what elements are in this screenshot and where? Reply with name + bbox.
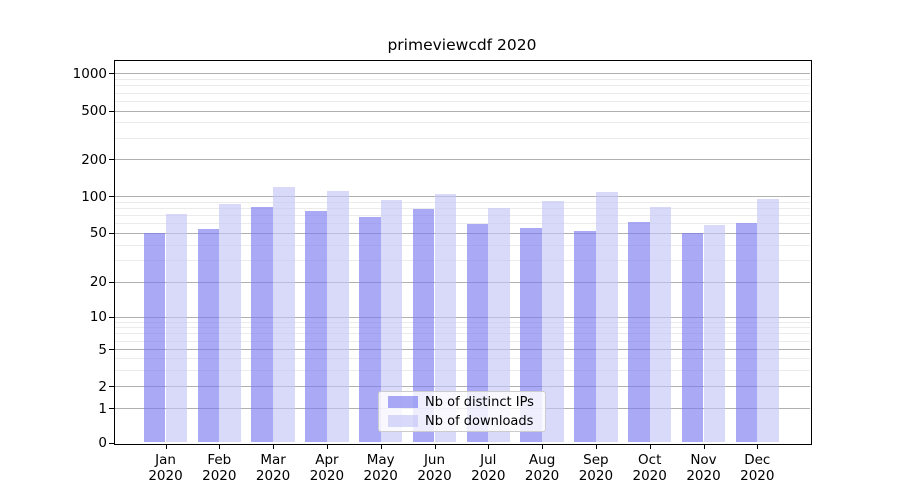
x-tick-label: Dec 2020	[740, 451, 775, 485]
bar-distinct-ips-sep	[574, 230, 596, 443]
y-tick	[109, 159, 114, 160]
x-tick	[326, 443, 328, 449]
y-major-gridline	[114, 196, 810, 197]
legend-swatch-distinct-ips	[388, 396, 418, 408]
y-tick-label: 100	[81, 188, 107, 205]
x-tick	[273, 443, 275, 449]
bar-downloads-mar	[273, 187, 295, 443]
y-tick	[109, 196, 114, 197]
y-tick	[109, 442, 114, 444]
y-tick	[109, 73, 114, 75]
bar-downloads-feb	[219, 203, 241, 443]
y-tick-label: 1	[98, 400, 107, 417]
bar-distinct-ips-jan	[143, 232, 166, 443]
legend-swatch-downloads	[388, 415, 418, 427]
x-tick-label: Oct 2020	[632, 451, 667, 485]
y-major-gridline	[114, 159, 810, 160]
y-tick-label: 200	[81, 151, 107, 168]
y-tick	[109, 316, 114, 318]
x-tick-label: Sep 2020	[578, 451, 614, 485]
bar-distinct-ips-aug	[520, 227, 543, 443]
x-tick-label: Aug 2020	[524, 451, 560, 485]
bar-downloads-apr	[326, 190, 349, 443]
x-tick-label: Mar 2020	[255, 451, 291, 485]
x-tick	[703, 443, 705, 449]
y-minor-gridline	[114, 122, 810, 124]
bar-distinct-ips-jun	[412, 209, 435, 443]
y-minor-gridline	[114, 78, 810, 80]
bar-distinct-ips-feb	[197, 228, 220, 443]
bar-distinct-ips-may	[359, 217, 381, 443]
x-tick-label: Nov 2020	[686, 451, 721, 485]
bar-downloads-jan	[165, 214, 188, 443]
bar-distinct-ips-mar	[251, 207, 274, 443]
x-tick-label: Jul 2020	[471, 451, 506, 485]
x-tick-label: Jan 2020	[148, 451, 183, 485]
legend-label-distinct-ips: Nb of distinct IPs	[425, 394, 534, 410]
x-tick	[595, 443, 597, 449]
y-tick-label: 5	[98, 341, 107, 358]
legend-entry-distinct-ips: Nb of distinct IPs	[388, 395, 545, 410]
bar-downloads-jul	[488, 207, 510, 443]
legend: Nb of distinct IPs Nb of downloads	[378, 391, 546, 432]
bar-downloads-nov	[703, 224, 726, 443]
y-tick-label: 10	[89, 309, 107, 326]
bar-downloads-may	[380, 200, 403, 443]
y-minor-gridline	[114, 92, 810, 94]
bar-distinct-ips-dec	[735, 223, 758, 443]
bar-downloads-oct	[649, 206, 672, 443]
x-tick	[542, 443, 544, 449]
bar-downloads-sep	[595, 192, 618, 443]
y-tick	[109, 110, 114, 112]
bar-downloads-jun	[434, 193, 457, 443]
y-tick-label: 0	[98, 435, 107, 451]
y-tick-label: 1000	[72, 65, 107, 82]
y-tick-label: 50	[89, 225, 107, 242]
chart-title: primeviewcdf 2020	[387, 36, 537, 54]
x-tick	[434, 443, 436, 449]
x-tick-label: Feb 2020	[202, 451, 237, 485]
legend-entry-downloads: Nb of downloads	[388, 414, 545, 429]
x-tick	[380, 443, 382, 449]
y-minor-gridline	[114, 137, 810, 139]
bar-distinct-ips-nov	[681, 232, 704, 443]
y-major-gridline	[114, 73, 810, 75]
bar-downloads-dec	[757, 199, 779, 443]
y-tick	[109, 386, 114, 387]
bar-distinct-ips-jul	[466, 223, 489, 443]
y-tick-label: 2	[98, 378, 107, 395]
x-tick	[488, 443, 490, 449]
y-tick-label: 500	[81, 103, 107, 120]
x-tick	[219, 443, 221, 449]
y-minor-gridline	[114, 100, 810, 102]
y-major-gridline	[114, 110, 810, 112]
bar-downloads-aug	[542, 200, 564, 443]
y-tick	[109, 408, 114, 409]
x-tick	[649, 443, 651, 449]
y-tick	[109, 281, 114, 283]
x-tick-label: Jun 2020	[417, 451, 452, 485]
bar-distinct-ips-oct	[628, 222, 650, 443]
x-tick	[165, 443, 167, 449]
y-minor-gridline	[114, 201, 810, 203]
x-tick	[757, 443, 759, 449]
x-tick-label: May 2020	[363, 451, 398, 485]
y-tick	[109, 349, 114, 350]
y-tick	[109, 232, 114, 234]
bar-distinct-ips-apr	[305, 211, 327, 443]
y-tick-label: 20	[89, 274, 107, 291]
x-tick-label: Apr 2020	[309, 451, 345, 485]
legend-label-downloads: Nb of downloads	[425, 413, 534, 429]
y-minor-gridline	[114, 85, 810, 87]
